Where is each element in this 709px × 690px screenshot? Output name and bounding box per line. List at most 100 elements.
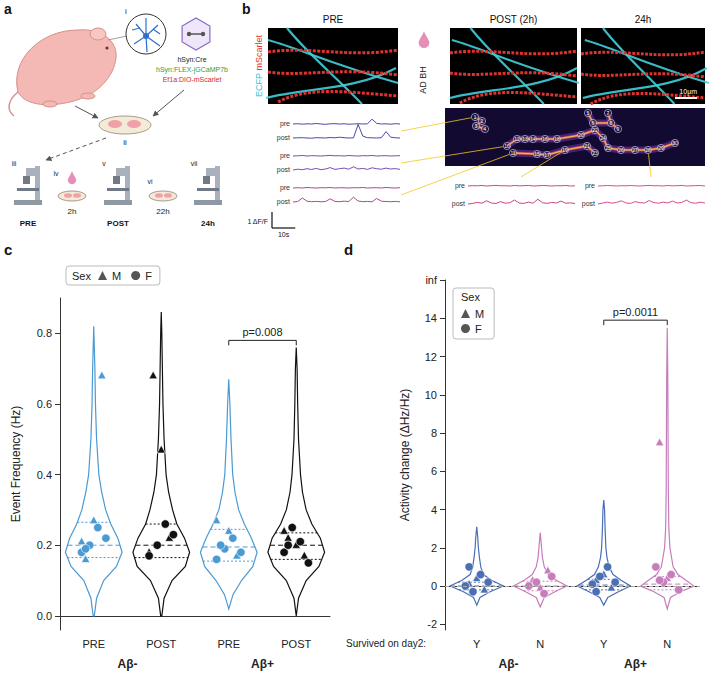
svg-text:10μm: 10μm [679,88,697,96]
svg-text:24h: 24h [201,219,215,228]
svg-text:N: N [663,638,671,650]
svg-text:1 ΔF/F: 1 ΔF/F [247,218,268,225]
svg-text:0: 0 [431,580,437,592]
svg-text:a: a [4,1,12,17]
svg-text:15: 15 [534,151,540,157]
svg-text:10s: 10s [278,231,290,238]
svg-text:8: 8 [610,120,613,126]
svg-text:30: 30 [672,140,678,146]
svg-text:29: 29 [658,145,664,151]
svg-text:14: 14 [425,312,437,324]
svg-text:M: M [112,270,121,282]
svg-text:Aβ+: Aβ+ [624,657,647,671]
svg-text:Sex: Sex [72,270,91,282]
svg-text:PRE: PRE [323,14,344,25]
svg-text:Aβ-: Aβ- [118,657,138,671]
svg-text:10: 10 [504,143,510,149]
svg-text:ii: ii [123,138,127,147]
svg-text:23: 23 [592,150,598,156]
svg-text:POST (2h): POST (2h) [490,14,538,25]
svg-text:17: 17 [544,152,550,158]
svg-text:POST: POST [107,219,129,228]
svg-text:22: 22 [592,127,598,133]
svg-text:Sex: Sex [461,291,480,303]
svg-text:13: 13 [522,136,528,142]
svg-text:v: v [102,160,106,167]
svg-text:post: post [277,166,290,174]
svg-text:28: 28 [645,147,651,153]
svg-text:c: c [4,241,12,258]
svg-text:4: 4 [431,504,437,516]
svg-text:inf: inf [425,274,438,286]
svg-text:9: 9 [617,126,620,132]
svg-text:26: 26 [618,147,624,153]
svg-text:Aβ+: Aβ+ [251,657,274,671]
svg-text:6: 6 [431,465,437,477]
svg-text:18: 18 [554,136,560,142]
svg-text:post: post [452,200,465,208]
svg-text:N: N [536,638,544,650]
svg-text:post: post [277,134,290,142]
svg-text:21: 21 [584,143,590,149]
svg-text:19: 19 [562,147,568,153]
svg-text:PRE: PRE [82,638,105,650]
svg-text:Event Frequency (Hz): Event Frequency (Hz) [9,406,23,523]
svg-text:27: 27 [632,147,638,153]
svg-text:8: 8 [431,427,437,439]
svg-text:hSyn:Cre: hSyn:Cre [177,56,206,64]
svg-text:p=0.008: p=0.008 [242,326,282,338]
svg-text:3: 3 [475,123,478,129]
svg-text:10: 10 [425,389,437,401]
svg-text:0.0: 0.0 [37,610,52,622]
svg-text:24h: 24h [635,14,652,25]
svg-text:F: F [145,270,152,282]
svg-text:0.6: 0.6 [37,398,52,410]
svg-text:pre: pre [455,182,465,190]
svg-text:ECFP mScarlet: ECFP mScarlet [254,35,264,97]
svg-text:11: 11 [510,150,515,156]
svg-text:12: 12 [514,136,520,142]
svg-text:vi: vi [147,178,153,185]
svg-text:Survived on day2:: Survived on day2: [346,638,426,649]
svg-text:5: 5 [587,110,590,116]
svg-text:16: 16 [542,136,548,142]
svg-text:vii: vii [191,160,198,167]
svg-text:AD BH: AD BH [418,66,428,94]
svg-text:14: 14 [530,136,536,142]
svg-text:post: post [582,200,595,208]
svg-text:p=0.0011: p=0.0011 [613,306,658,318]
svg-text:24: 24 [600,135,606,141]
svg-text:7: 7 [607,110,610,116]
svg-text:Aβ-: Aβ- [499,657,519,671]
svg-text:PRE: PRE [217,638,240,650]
svg-text:25: 25 [605,145,611,151]
svg-text:6: 6 [592,120,595,126]
svg-text:pre: pre [280,184,290,192]
svg-text:pre: pre [280,120,290,128]
svg-text:F: F [475,323,482,335]
svg-text:Y: Y [473,638,481,650]
svg-text:iv: iv [53,170,59,177]
svg-text:pre: pre [280,152,290,160]
svg-text:0.2: 0.2 [37,539,52,551]
svg-text:POST: POST [146,638,176,650]
svg-text:4: 4 [484,126,487,132]
svg-text:22h: 22h [156,207,169,216]
svg-text:0.8: 0.8 [37,327,52,339]
svg-text:Activity change (ΔHz/Hz): Activity change (ΔHz/Hz) [398,389,412,522]
svg-text:M: M [475,308,484,320]
svg-text:20: 20 [578,132,584,138]
svg-text:pre: pre [585,182,595,190]
svg-text:12: 12 [425,351,437,363]
svg-text:2: 2 [481,118,484,124]
svg-text:PRE: PRE [20,219,37,228]
svg-text:i: i [125,7,127,16]
svg-text:2: 2 [431,542,437,554]
svg-text:1: 1 [474,114,477,120]
svg-text:iii: iii [12,160,17,167]
svg-text:post: post [277,198,290,206]
svg-text:Y: Y [600,638,608,650]
svg-text:2h: 2h [68,207,77,216]
svg-text:hSyn:FLEX-jGCaMP7b: hSyn:FLEX-jGCaMP7b [156,66,228,74]
svg-text:POST: POST [281,638,311,650]
